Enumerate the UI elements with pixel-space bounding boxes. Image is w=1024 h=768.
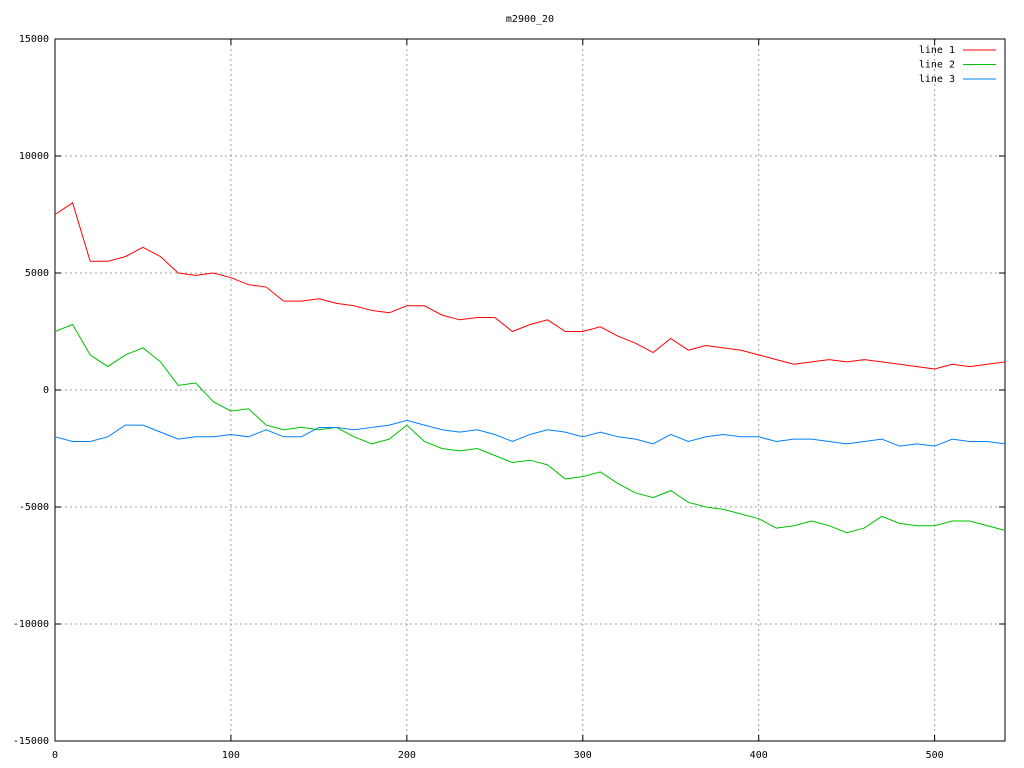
legend-label: line 3 xyxy=(919,74,955,85)
x-tick-label: 400 xyxy=(750,750,768,761)
y-tick-label: 10000 xyxy=(19,151,49,162)
x-tick-label: 200 xyxy=(398,750,416,761)
y-tick-label: -10000 xyxy=(13,619,49,630)
y-tick-label: 5000 xyxy=(25,268,49,279)
legend-label: line 1 xyxy=(919,45,955,56)
chart-title: m2900_20 xyxy=(506,14,554,25)
series-line xyxy=(54,419,1006,447)
x-tick-label: 100 xyxy=(222,750,240,761)
x-tick-label: 0 xyxy=(52,750,58,761)
y-tick-label: -15000 xyxy=(13,736,49,747)
y-tick-label: -5000 xyxy=(19,502,49,513)
plot-frame xyxy=(54,38,1006,742)
x-tick-label: 500 xyxy=(926,750,944,761)
series-line xyxy=(54,323,1006,534)
series-line xyxy=(54,202,1006,370)
y-tick-label: 0 xyxy=(43,385,49,396)
x-tick-label: 300 xyxy=(574,750,592,761)
legend-label: line 2 xyxy=(919,60,955,71)
y-tick-label: 15000 xyxy=(19,34,49,45)
